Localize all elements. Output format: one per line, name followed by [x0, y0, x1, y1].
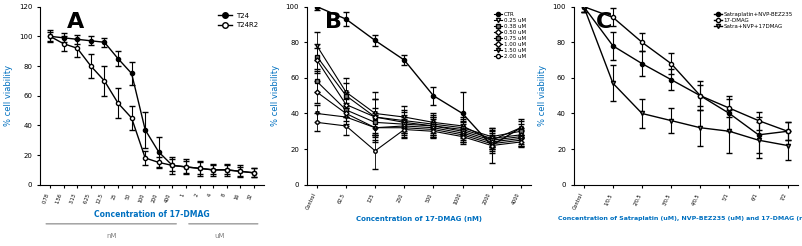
Text: C: C	[596, 12, 613, 32]
Y-axis label: % cell viability: % cell viability	[4, 65, 13, 126]
Text: A: A	[67, 12, 84, 32]
X-axis label: Concentration of 17-DMAG (nM): Concentration of 17-DMAG (nM)	[356, 216, 482, 222]
X-axis label: Concentration of 17-DMAG: Concentration of 17-DMAG	[94, 210, 210, 219]
Text: nM: nM	[106, 233, 116, 239]
Text: uM: uM	[215, 233, 225, 239]
Legend: Satraplatin+NVP-BEZ235, 17-DMAG, Satra+NVP+17DMAG: Satraplatin+NVP-BEZ235, 17-DMAG, Satra+N…	[711, 9, 795, 31]
X-axis label: Concentration of Satraplatin (uM), NVP-BEZ235 (uM) and 17-DMAG (nM): Concentration of Satraplatin (uM), NVP-B…	[558, 216, 802, 221]
Legend: CTR, 0.25 uM, 0.38 uM, 0.50 uM, 0.75 uM, 1.00 uM, 1.50 uM, 2.00 uM: CTR, 0.25 uM, 0.38 uM, 0.50 uM, 0.75 uM,…	[492, 9, 529, 62]
Legend: T24, T24R2: T24, T24R2	[216, 10, 261, 31]
Y-axis label: % cell viability: % cell viability	[271, 65, 280, 126]
Text: B: B	[325, 12, 342, 32]
Y-axis label: % cell viability: % cell viability	[538, 65, 547, 126]
